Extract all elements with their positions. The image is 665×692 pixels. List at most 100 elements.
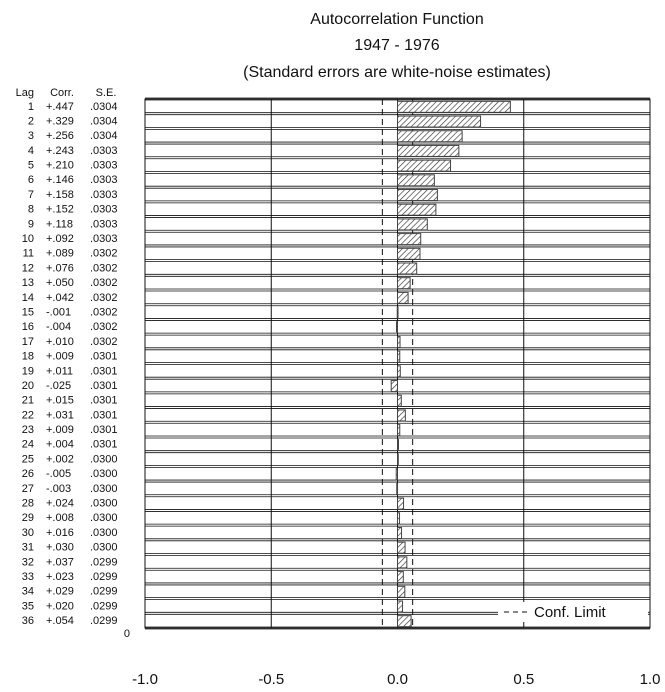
bar: [397, 526, 403, 539]
se-label: .0303: [90, 145, 118, 157]
bar: [397, 115, 482, 128]
se-label: .0302: [90, 277, 118, 289]
column-header: Corr.: [50, 87, 74, 99]
lag-label: 22: [22, 409, 34, 421]
se-label: .0301: [90, 424, 118, 436]
x-tick-label: -1.0: [132, 671, 158, 688]
corr-label: +.024: [46, 498, 74, 510]
corr-label: +.118: [46, 218, 73, 230]
bar: [395, 468, 398, 481]
lag-label: 2: [28, 115, 34, 127]
corr-label: +.037: [46, 556, 74, 568]
bar: [397, 365, 401, 378]
bar: [397, 453, 399, 466]
bar: [397, 615, 412, 628]
bar: [397, 409, 406, 422]
bar: [397, 218, 428, 231]
se-label: .0303: [90, 189, 118, 201]
se-label: .0301: [90, 395, 118, 407]
lag-label: 34: [22, 586, 34, 598]
lag-label: 29: [22, 512, 34, 524]
bar: [397, 262, 418, 275]
se-label: .0304: [90, 101, 118, 113]
legend-label: Conf. Limit: [534, 604, 607, 621]
lag-label: 15: [22, 306, 34, 318]
lag-label: 35: [22, 600, 34, 612]
bar: [395, 321, 398, 334]
se-label: .0302: [90, 321, 118, 333]
corr-label: -.004: [46, 321, 71, 333]
corr-label: +.050: [46, 277, 74, 289]
corr-label: +.092: [46, 233, 74, 245]
se-label: .0304: [90, 130, 118, 142]
lag-label: 5: [28, 160, 34, 172]
se-label: .0300: [90, 468, 118, 480]
bar: [397, 174, 435, 187]
se-label: .0303: [90, 174, 118, 186]
lag-label: 1: [28, 101, 34, 113]
bar: [397, 424, 401, 437]
bar: [397, 541, 406, 554]
corr-label: +.146: [46, 174, 74, 186]
chart-subtitle: 1947 - 1976: [354, 37, 440, 54]
corr-label: +.011: [46, 365, 73, 377]
se-label: .0300: [90, 512, 118, 524]
lag-label: 36: [22, 615, 34, 627]
corr-label: +.152: [46, 204, 74, 216]
corr-label: -.003: [46, 483, 71, 495]
se-label: .0300: [90, 453, 118, 465]
lag-label: 14: [22, 292, 34, 304]
lag-label: 3: [28, 130, 34, 142]
se-label: .0302: [90, 306, 118, 318]
bar: [397, 233, 422, 246]
lag-label: 12: [22, 262, 34, 274]
lag-label: 6: [28, 174, 34, 186]
se-label: .0302: [90, 248, 118, 260]
se-label: .0303: [90, 204, 118, 216]
corr-label: +.004: [46, 439, 74, 451]
corr-label: +.256: [46, 130, 74, 142]
chart-note: (Standard errors are white-noise estimat…: [243, 64, 551, 81]
x-tick-label: 1.0: [640, 671, 661, 688]
bar: [397, 277, 411, 290]
corr-label: +.020: [46, 600, 74, 612]
se-label: .0303: [90, 160, 118, 172]
lag-label: 24: [22, 439, 34, 451]
lag-label: 33: [22, 571, 34, 583]
lag-label: 17: [22, 336, 34, 348]
se-label: .0299: [90, 615, 118, 627]
lag-label: 19: [22, 365, 34, 377]
chart-title: Autocorrelation Function: [310, 11, 483, 28]
bar: [397, 247, 421, 260]
se-label: .0301: [90, 409, 118, 421]
lag-label: 30: [22, 527, 34, 539]
corr-label: +.009: [46, 424, 74, 436]
lag-label: 8: [28, 204, 34, 216]
lag-label: 21: [22, 395, 34, 407]
lag-label: 11: [23, 248, 34, 260]
bar: [397, 571, 404, 584]
column-header: Lag: [16, 87, 34, 99]
se-label: .0300: [90, 498, 118, 510]
x-tick-label: 0.0: [387, 671, 408, 688]
legend-box: [498, 602, 648, 622]
se-label: .0299: [90, 556, 118, 568]
lag-label: 10: [22, 233, 34, 245]
corr-label: +.243: [46, 145, 74, 157]
column-header: S.E.: [96, 87, 117, 99]
corr-label: +.010: [46, 336, 74, 348]
bar: [397, 203, 437, 216]
bar: [397, 394, 402, 407]
se-label: .0300: [90, 542, 118, 554]
corr-label: +.329: [46, 115, 74, 127]
corr-label: +.029: [46, 586, 74, 598]
corr-label: +.054: [46, 615, 74, 627]
bar: [397, 189, 438, 202]
lag-label: 31: [22, 542, 34, 554]
se-label: .0300: [90, 483, 118, 495]
bar: [397, 556, 408, 569]
bar: [397, 130, 463, 143]
bar: [396, 482, 399, 495]
lag-label: 20: [22, 380, 34, 392]
se-label: .0302: [90, 292, 118, 304]
